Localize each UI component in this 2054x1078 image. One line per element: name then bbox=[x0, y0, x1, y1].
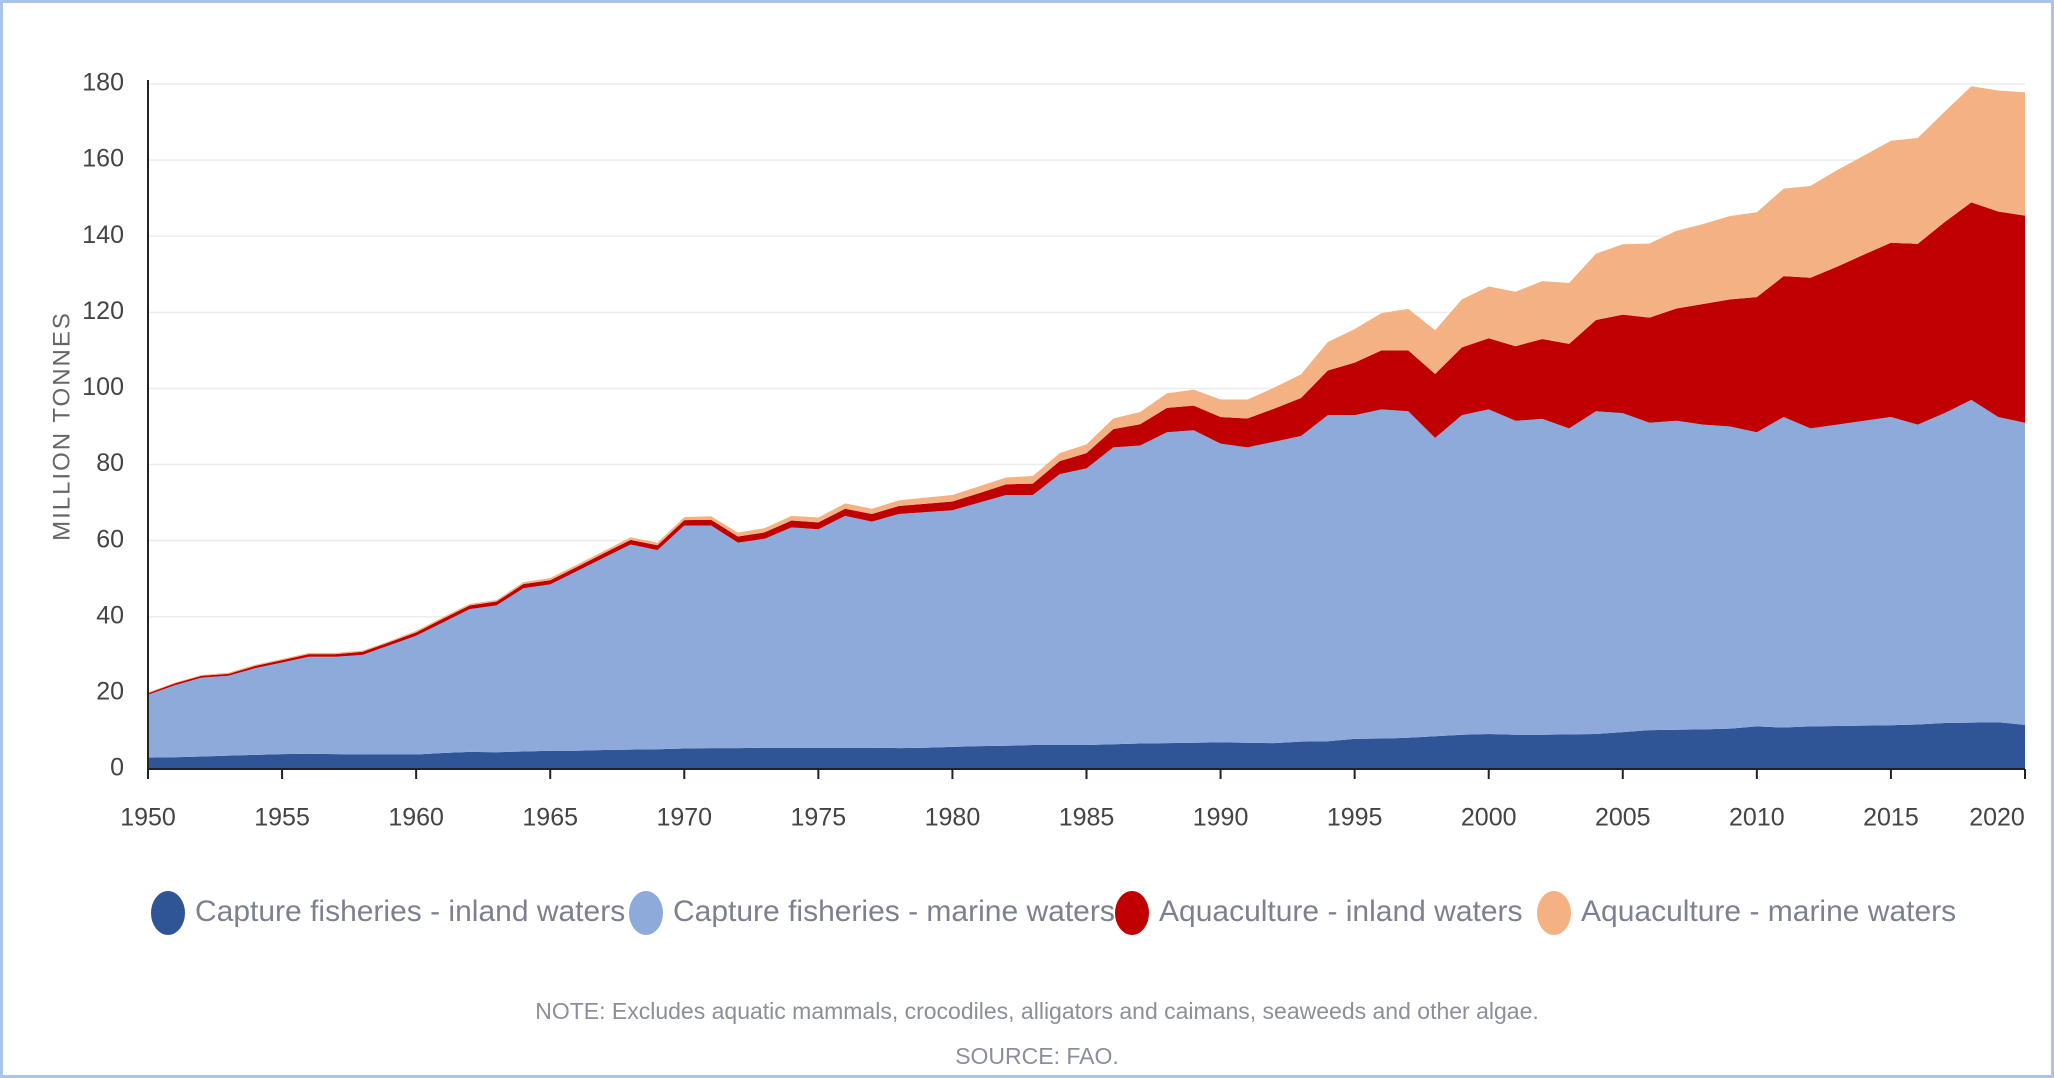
note: NOTE: Excludes aquatic mammals, crocodil… bbox=[535, 998, 1539, 1024]
legend-label: Capture fisheries - marine waters bbox=[673, 895, 1115, 928]
x-tick-label: 1955 bbox=[254, 804, 310, 832]
area bbox=[148, 399, 2025, 758]
x-tick-label: 1980 bbox=[925, 804, 981, 832]
y-tick-label: 160 bbox=[82, 145, 124, 173]
y-tick-label: 80 bbox=[96, 449, 124, 477]
legend-swatch bbox=[151, 891, 185, 935]
legend-label: Aquaculture - inland waters bbox=[1159, 895, 1523, 928]
legend-label: Capture fisheries - inland waters bbox=[195, 895, 625, 928]
y-tick-label: 100 bbox=[82, 373, 124, 401]
legend-swatch bbox=[1115, 891, 1149, 935]
x-tick-label: 1960 bbox=[388, 804, 444, 832]
y-tick-label: 60 bbox=[96, 525, 124, 553]
y-tick-label: 120 bbox=[82, 297, 124, 325]
y-tick-label: 0 bbox=[110, 754, 124, 782]
x-tick-label: 2000 bbox=[1461, 804, 1517, 832]
x-tick-label: 1950 bbox=[120, 804, 176, 832]
x-tick-label: 2010 bbox=[1729, 804, 1785, 832]
y-tick-label: 20 bbox=[96, 677, 124, 705]
x-tick-label: 1990 bbox=[1193, 804, 1249, 832]
y-tick-label: 40 bbox=[96, 601, 124, 629]
area bbox=[148, 722, 2025, 769]
y-tick-label: 140 bbox=[82, 221, 124, 249]
x-tick-label: 1995 bbox=[1327, 804, 1383, 832]
x-tick-label: 2020 bbox=[1969, 804, 2025, 832]
x-tick-label: 1985 bbox=[1059, 804, 1115, 832]
x-tick-label: 1975 bbox=[791, 804, 847, 832]
y-axis-label: MILLION TONNES bbox=[48, 311, 75, 541]
y-tick-label: 180 bbox=[82, 69, 124, 97]
legend-label: Aquaculture - marine waters bbox=[1581, 895, 1956, 928]
x-tick-label: 2005 bbox=[1595, 804, 1651, 832]
legend-swatch bbox=[1537, 891, 1571, 935]
x-tick-label: 1965 bbox=[522, 804, 578, 832]
x-tick-label: 1970 bbox=[656, 804, 712, 832]
x-tick-label: 2015 bbox=[1863, 804, 1919, 832]
legend-swatch bbox=[629, 891, 663, 935]
source: SOURCE: FAO. bbox=[955, 1043, 1119, 1069]
